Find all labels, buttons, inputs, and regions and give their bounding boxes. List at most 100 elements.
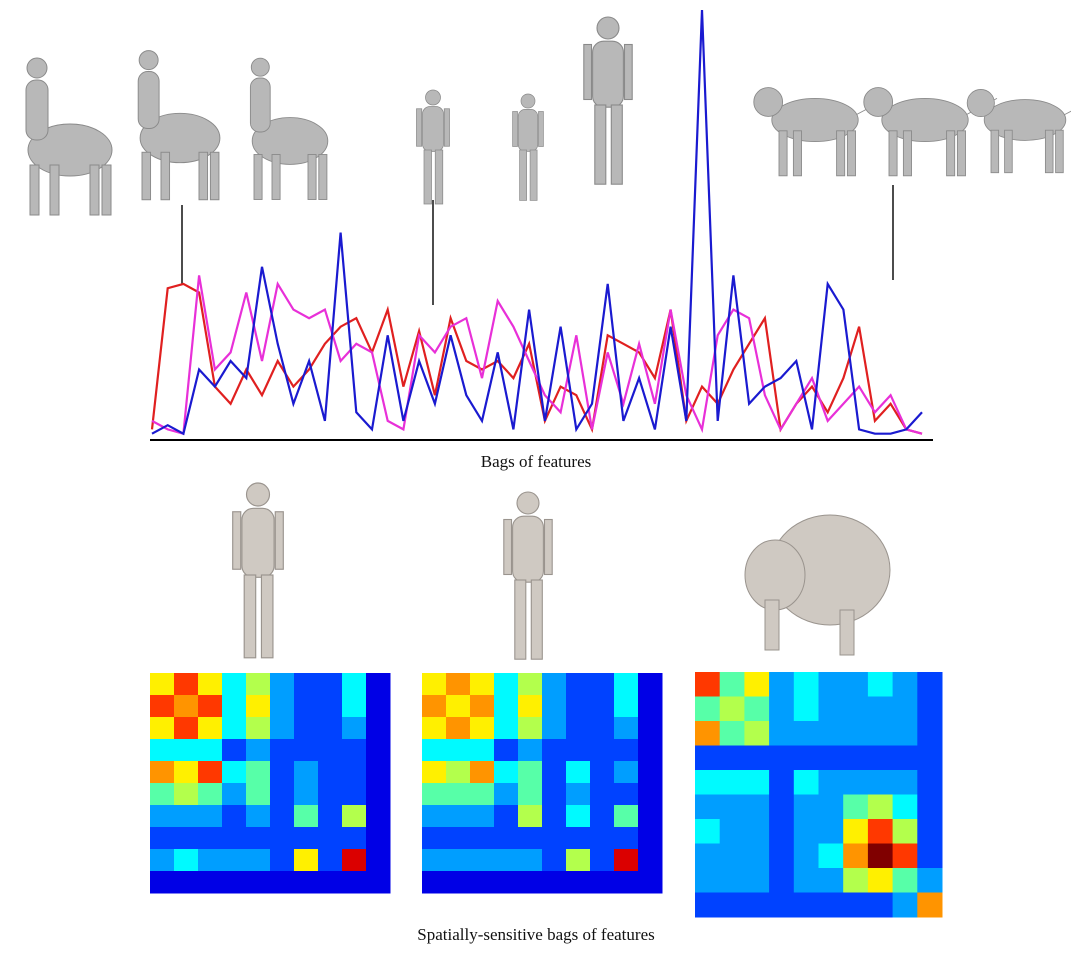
heatmap-cell (518, 827, 543, 850)
heatmap-cell (794, 844, 819, 869)
heatmap-cell (494, 739, 519, 762)
heatmap-cell (366, 783, 391, 806)
heatmap-cell (638, 805, 663, 828)
heatmap-cell (422, 827, 447, 850)
heatmap-cell (744, 721, 769, 746)
heatmap-cell (819, 697, 844, 722)
heatmap-cell (470, 849, 495, 872)
heatmap-cell (318, 805, 343, 828)
heatmap-cell (868, 868, 893, 893)
heatmap-cell (744, 819, 769, 844)
heatmap-cell (446, 695, 471, 718)
heatmap-cell (270, 673, 295, 696)
heatmap-cell (294, 805, 319, 828)
heatmap-cell (270, 739, 295, 762)
heatmap-cell (222, 673, 247, 696)
heatmap-cell (819, 844, 844, 869)
heatmap-cell (638, 871, 663, 894)
heatmap-cell (366, 827, 391, 850)
heatmap-cell (893, 844, 918, 869)
heatmap-cell (518, 761, 543, 784)
heatmap-cell (174, 695, 199, 718)
heatmap-cell (769, 819, 794, 844)
heatmap-cell (917, 721, 942, 746)
heatmap-cell (638, 827, 663, 850)
heatmap-cell (518, 871, 543, 894)
heatmap-cell (695, 819, 720, 844)
heatmap-cell (342, 783, 367, 806)
heatmap-cell (590, 739, 615, 762)
heatmap-cell (590, 673, 615, 696)
heatmap-cell (843, 844, 868, 869)
heatmap-cell (843, 770, 868, 795)
heatmap-cell (893, 672, 918, 697)
heatmap-cell (566, 695, 591, 718)
heatmap-cell (366, 761, 391, 784)
series-line (152, 10, 922, 434)
heatmap-cell (720, 721, 745, 746)
heatmap-cell (819, 819, 844, 844)
heatmap-cell (422, 871, 447, 894)
heatmap-cell (868, 770, 893, 795)
heatmap-cell (566, 871, 591, 894)
heatmap-cell (342, 871, 367, 894)
heatmap-cell (342, 673, 367, 696)
heatmap-cell (769, 672, 794, 697)
heatmap-cell (446, 827, 471, 850)
heatmap-cell (590, 783, 615, 806)
heatmap-cell (318, 871, 343, 894)
heatmap-cell (819, 721, 844, 746)
heatmap-cell (614, 827, 639, 850)
heatmap-cell (198, 783, 223, 806)
heatmap-cell (446, 717, 471, 740)
heatmap-cell (893, 795, 918, 820)
heatmap-cell (695, 672, 720, 697)
heatmap-cell (614, 783, 639, 806)
heatmap-cell (494, 783, 519, 806)
heatmap-cell (590, 849, 615, 872)
heatmap-cell (470, 739, 495, 762)
heatmap-cell (318, 739, 343, 762)
heatmap-cell (566, 761, 591, 784)
heatmap-cell (695, 721, 720, 746)
heatmap-cell (638, 761, 663, 784)
heatmap-cell (744, 893, 769, 918)
heatmap-cell (222, 783, 247, 806)
heatmap-cell (518, 783, 543, 806)
heatmap-cell (917, 844, 942, 869)
heatmap-cell (422, 783, 447, 806)
heatmap-cell (614, 849, 639, 872)
heatmap-cell (744, 697, 769, 722)
heatmap-cell (917, 795, 942, 820)
heatmap-cell (222, 717, 247, 740)
heatmap-cell (294, 717, 319, 740)
heatmap-cell (868, 819, 893, 844)
heatmap-cell (769, 697, 794, 722)
heatmap-cell (150, 871, 175, 894)
heatmap-cell (843, 819, 868, 844)
heatmap-cell (893, 746, 918, 771)
heatmap-cell (318, 827, 343, 850)
heatmap-cell (318, 717, 343, 740)
heatmap-cell (542, 849, 567, 872)
heatmap-cell (638, 717, 663, 740)
heatmap-cell (590, 805, 615, 828)
caption: Bags of features (481, 452, 591, 471)
heatmap-cell (695, 795, 720, 820)
heatmap-cell (470, 871, 495, 894)
heatmap-cell (744, 770, 769, 795)
heatmap-cell (294, 827, 319, 850)
heatmap-cell (917, 672, 942, 697)
heatmap-cell (843, 697, 868, 722)
heatmap-cell (150, 761, 175, 784)
heatmap-cell (868, 721, 893, 746)
heatmap-cell (720, 672, 745, 697)
heatmap-cell (917, 819, 942, 844)
heatmap-cell (518, 695, 543, 718)
heatmap-cell (720, 795, 745, 820)
heatmap-cell (542, 739, 567, 762)
heatmap-cell (446, 673, 471, 696)
heatmaps (150, 672, 943, 918)
heatmap-cell (917, 746, 942, 771)
heatmap-cell (222, 761, 247, 784)
